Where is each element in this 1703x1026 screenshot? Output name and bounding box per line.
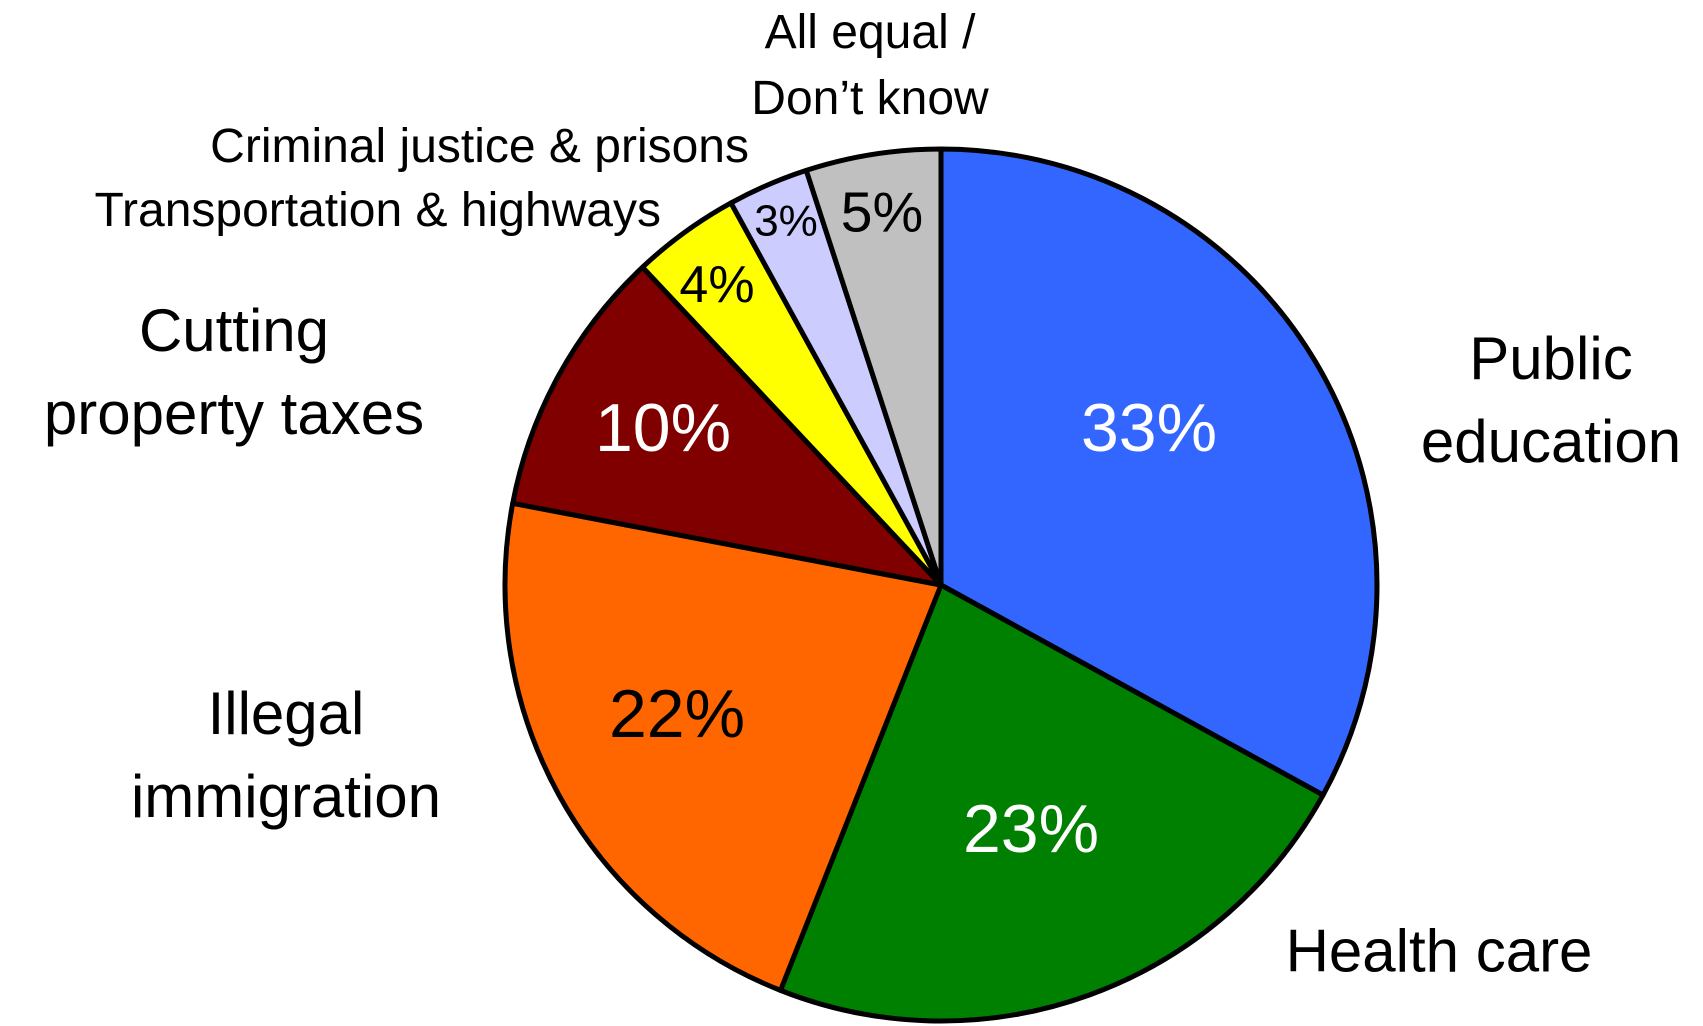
category-label: All equal / Don’t know: [751, 5, 989, 125]
value-label: 23%: [962, 791, 1100, 868]
pie-slice: [502, 500, 944, 993]
value-label: 33%: [1080, 390, 1218, 467]
category-label: Transportation & highways: [94, 183, 661, 237]
value-label: 4%: [679, 256, 755, 315]
pie-slice: [510, 264, 944, 588]
category-label: Illegal immigration: [130, 680, 442, 830]
value-label: 3%: [754, 196, 818, 246]
value-label: 22%: [608, 676, 746, 753]
value-label: 10%: [594, 390, 732, 467]
pie-slice: [803, 146, 944, 588]
value-label: 5%: [840, 180, 924, 245]
pie-slice: [938, 146, 1380, 798]
category-label: Criminal justice & prisons: [210, 119, 749, 173]
category-label: Health care: [1285, 917, 1593, 985]
category-label: Public education: [1420, 325, 1682, 475]
pie-slice: [777, 582, 1326, 1024]
category-label: Cutting property taxes: [43, 297, 425, 447]
